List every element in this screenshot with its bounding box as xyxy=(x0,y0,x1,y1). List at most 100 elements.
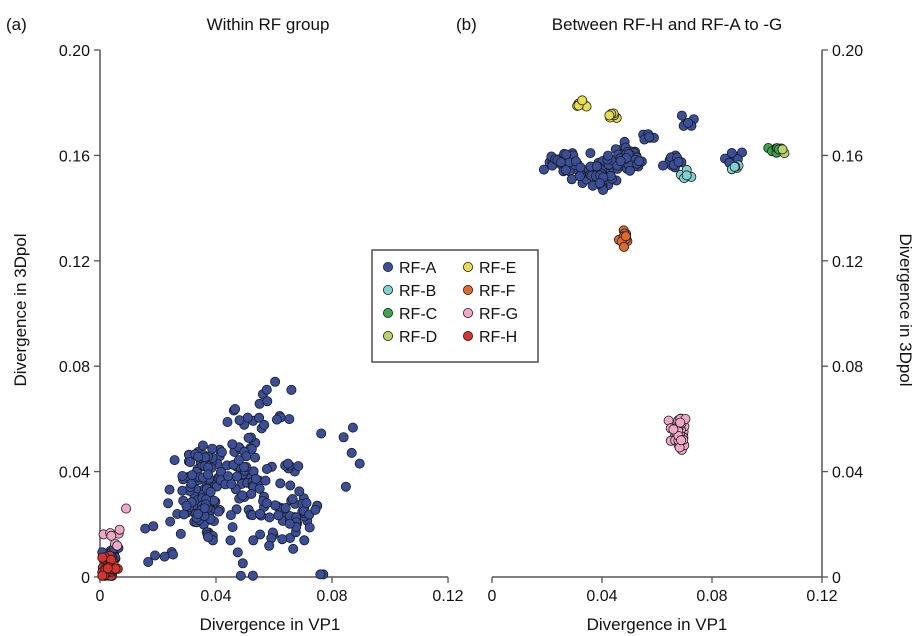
b-point-rf-a-145 xyxy=(644,132,655,143)
b-point-rf-a-44 xyxy=(561,149,572,160)
legend-box xyxy=(371,249,539,363)
a-point-rf-a-218 xyxy=(230,403,241,414)
b-point-rf-a-79 xyxy=(594,178,605,189)
panel-b-letter: (b) xyxy=(456,15,477,34)
a-point-rf-g-296 xyxy=(106,530,117,541)
b-point-rf-a-139 xyxy=(615,156,626,167)
legend-marker-rf-g xyxy=(462,307,473,318)
a-point-rf-a-148 xyxy=(264,512,275,523)
a-y-tick-label-5: 0.20 xyxy=(59,43,90,60)
a-point-rf-a-179 xyxy=(247,570,258,581)
panel-a-x-label: Divergence in VP1 xyxy=(200,615,341,634)
a-point-rf-a-217 xyxy=(284,414,295,425)
a-point-rf-a-250 xyxy=(316,428,327,439)
a-point-rf-a-125 xyxy=(250,452,261,463)
a-point-rf-a-230 xyxy=(178,509,189,520)
a-point-rf-a-66 xyxy=(205,486,216,497)
a-point-rf-g-291 xyxy=(114,524,125,535)
a-point-rf-a-177 xyxy=(254,483,265,494)
legend-items: RF-A RF-E RF-B RF-F RF-C RF-G RF-D RF-H xyxy=(382,260,518,346)
a-point-rf-a-249 xyxy=(225,535,236,546)
b-point-rf-a-163 xyxy=(683,117,694,128)
a-point-rf-a-221 xyxy=(270,376,281,387)
a-point-rf-a-54 xyxy=(177,485,188,496)
a-point-rf-a-252 xyxy=(340,481,351,492)
panel-a-y-label: Divergence in 3Dpol xyxy=(11,233,30,386)
panel-a-ticks: 0 0.04 0.08 0.12 0 0.04 0.08 0.12 0.16 0.20 xyxy=(59,43,464,605)
b-point-rf-d-195 xyxy=(777,144,788,155)
b-point-rf-a-110 xyxy=(603,150,614,161)
a-point-rf-a-176 xyxy=(282,458,293,469)
b-x-tick-label-3: 0.12 xyxy=(806,588,837,605)
legend-label-rf-e: RF-E xyxy=(479,260,516,277)
legend: RF-A RF-E RF-B RF-F RF-C RF-G RF-D RF-H xyxy=(371,249,539,363)
panel-b-points xyxy=(538,95,790,455)
a-point-rf-a-163 xyxy=(293,461,304,472)
a-point-rf-a-253 xyxy=(346,447,357,458)
a-point-rf-a-260 xyxy=(159,551,170,562)
a-point-rf-a-214 xyxy=(222,416,233,427)
legend-label-rf-h: RF-H xyxy=(479,329,517,346)
a-point-rf-a-178 xyxy=(264,540,275,551)
b-point-rf-a-157 xyxy=(673,156,684,167)
legend-label-rf-b: RF-B xyxy=(399,283,436,300)
a-point-rf-a-205 xyxy=(284,518,295,529)
legend-marker-rf-d xyxy=(382,330,393,341)
b-y-tick-label-5: 0.20 xyxy=(832,43,863,60)
legend-marker-rf-c xyxy=(382,307,393,318)
a-x-tick-label-0: 0 xyxy=(96,588,105,605)
a-point-rf-a-189 xyxy=(231,471,242,482)
a-point-rf-a-136 xyxy=(239,461,250,472)
b-point-rf-a-40 xyxy=(560,165,571,176)
b-point-rf-a-171 xyxy=(726,147,737,158)
panel-b-x-label: Divergence in VP1 xyxy=(587,615,728,634)
a-point-rf-a-215 xyxy=(227,439,238,450)
a-point-rf-h-341 xyxy=(102,563,113,574)
b-y-tick-label-1: 0.04 xyxy=(832,465,863,482)
a-point-rf-a-51 xyxy=(186,478,197,489)
a-point-rf-a-233 xyxy=(165,516,176,527)
b-y-tick-label-3: 0.12 xyxy=(832,254,863,271)
legend-label-rf-a: RF-A xyxy=(399,260,437,277)
b-point-rf-e-201 xyxy=(577,95,588,106)
a-point-rf-a-81 xyxy=(213,506,224,517)
a-point-rf-a-225 xyxy=(234,415,245,426)
a-point-rf-a-45 xyxy=(197,440,208,451)
legend-marker-rf-f xyxy=(462,284,473,295)
a-point-rf-a-173 xyxy=(254,508,265,519)
b-point-rf-a-78 xyxy=(574,171,585,182)
a-point-rf-a-86 xyxy=(187,470,198,481)
panel-a-title: Within RF group xyxy=(207,15,330,34)
a-y-tick-label-4: 0.16 xyxy=(59,148,90,165)
b-point-rf-f-220 xyxy=(619,241,630,252)
a-point-rf-a-181 xyxy=(261,463,272,474)
a-point-rf-a-87 xyxy=(169,455,180,466)
b-point-rf-g-261 xyxy=(675,417,686,428)
b-x-tick-label-1: 0.04 xyxy=(586,588,617,605)
a-point-rf-a-257 xyxy=(143,557,154,568)
b-point-rf-f-221 xyxy=(620,231,631,242)
a-point-rf-a-258 xyxy=(163,498,174,509)
b-point-rf-e-207 xyxy=(604,110,615,121)
a-point-rf-a-170 xyxy=(246,488,257,499)
a-point-rf-a-201 xyxy=(304,522,315,533)
a-point-rf-a-91 xyxy=(203,469,214,480)
b-point-rf-b-184 xyxy=(729,161,740,172)
a-point-rf-a-185 xyxy=(261,498,272,509)
a-point-rf-a-97 xyxy=(193,451,204,462)
a-point-rf-a-227 xyxy=(259,419,270,430)
b-point-rf-a-75 xyxy=(591,161,602,172)
b-y-tick-label-4: 0.16 xyxy=(832,148,863,165)
a-point-rf-a-289 xyxy=(286,384,297,395)
b-point-rf-a-15 xyxy=(538,164,549,175)
a-point-rf-a-142 xyxy=(288,543,299,554)
a-point-rf-a-138 xyxy=(243,432,254,443)
b-point-rf-g-259 xyxy=(676,435,687,446)
a-point-rf-a-287 xyxy=(315,569,326,580)
legend-marker-rf-a xyxy=(382,261,393,272)
a-point-rf-a-256 xyxy=(149,550,160,561)
panel-b: (b) Between RF-H and RF-A to -G 0 0.04 0.0… xyxy=(456,15,915,634)
a-point-rf-a-245 xyxy=(237,558,248,569)
a-x-tick-label-1: 0.04 xyxy=(200,588,231,605)
